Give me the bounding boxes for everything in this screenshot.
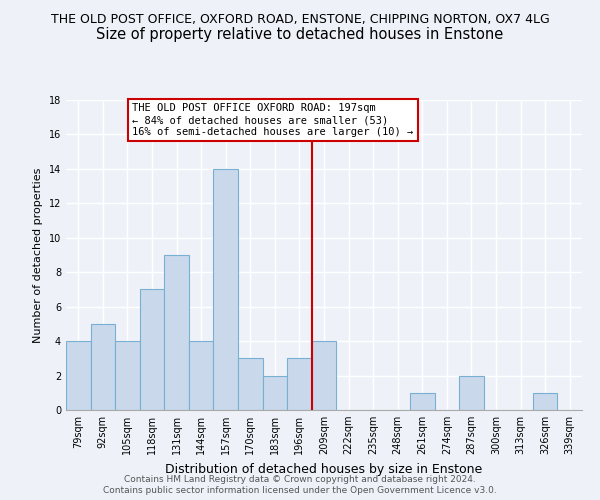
Bar bbox=[238, 358, 263, 410]
Text: THE OLD POST OFFICE, OXFORD ROAD, ENSTONE, CHIPPING NORTON, OX7 4LG: THE OLD POST OFFICE, OXFORD ROAD, ENSTON… bbox=[50, 12, 550, 26]
Bar bbox=[263, 376, 287, 410]
Bar bbox=[312, 341, 336, 410]
Y-axis label: Number of detached properties: Number of detached properties bbox=[33, 168, 43, 342]
Bar bbox=[410, 393, 434, 410]
Text: Size of property relative to detached houses in Enstone: Size of property relative to detached ho… bbox=[97, 28, 503, 42]
Bar bbox=[164, 255, 189, 410]
Bar bbox=[140, 290, 164, 410]
Text: Contains public sector information licensed under the Open Government Licence v3: Contains public sector information licen… bbox=[103, 486, 497, 495]
Bar bbox=[459, 376, 484, 410]
Bar bbox=[66, 341, 91, 410]
Bar bbox=[287, 358, 312, 410]
X-axis label: Distribution of detached houses by size in Enstone: Distribution of detached houses by size … bbox=[166, 462, 482, 475]
Bar bbox=[189, 341, 214, 410]
Bar bbox=[214, 169, 238, 410]
Text: THE OLD POST OFFICE OXFORD ROAD: 197sqm
← 84% of detached houses are smaller (53: THE OLD POST OFFICE OXFORD ROAD: 197sqm … bbox=[133, 104, 413, 136]
Bar bbox=[115, 341, 140, 410]
Bar bbox=[533, 393, 557, 410]
Bar bbox=[91, 324, 115, 410]
Text: Contains HM Land Registry data © Crown copyright and database right 2024.: Contains HM Land Registry data © Crown c… bbox=[124, 475, 476, 484]
